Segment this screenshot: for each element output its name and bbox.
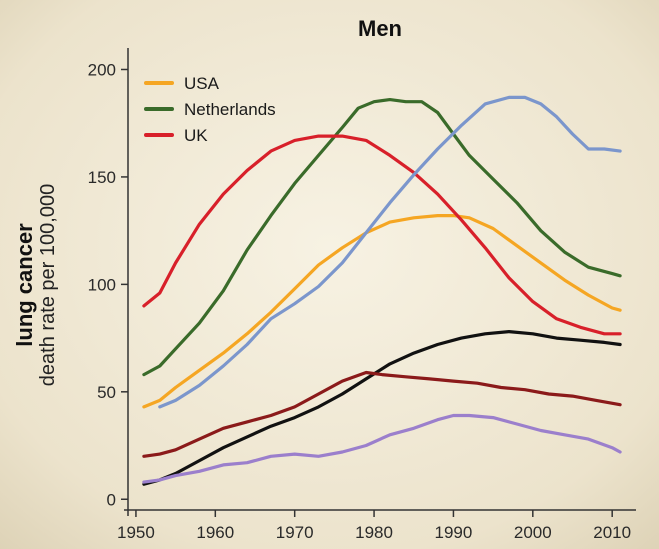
axes: 0 50 100 150 200 1950 1960 1970 1980 1990 2000 2010 [88, 48, 636, 542]
x-tick-label: 1950 [117, 523, 155, 542]
series-line-unlabeled-6 [142, 413, 622, 484]
y-tick-label: 150 [88, 168, 116, 187]
legend: USA Netherlands UK [144, 74, 276, 145]
x-tick-label: 2010 [593, 523, 631, 542]
series-line-uk [142, 134, 622, 336]
y-tick-label: 200 [88, 60, 116, 79]
x-tick-label: 1960 [196, 523, 234, 542]
x-tick-label: 1980 [355, 523, 393, 542]
y-tick-label: 100 [88, 275, 116, 294]
x-tick-label: 1990 [435, 523, 473, 542]
x-tick-label: 1970 [276, 523, 314, 542]
y-axis-label-line1: lung cancer [12, 223, 37, 347]
series-line-unlabeled-5 [142, 370, 622, 458]
y-axis-label: lung cancer death rate per 100,000 [12, 184, 59, 386]
series-line-usa [142, 214, 622, 409]
y-axis-label-line2: death rate per 100,000 [37, 184, 59, 386]
legend-label-netherlands: Netherlands [184, 100, 276, 119]
x-tick-label: 2000 [514, 523, 552, 542]
y-tick-label: 50 [97, 383, 116, 402]
legend-label-usa: USA [184, 74, 220, 93]
series-layer [142, 95, 622, 486]
legend-label-uk: UK [184, 126, 208, 145]
series-line-netherlands [142, 98, 622, 377]
series-line-unlabeled-4 [142, 330, 622, 486]
chart-title: Men [358, 16, 402, 41]
y-tick-label: 0 [107, 490, 116, 509]
series-line-unlabeled-3 [158, 95, 622, 409]
